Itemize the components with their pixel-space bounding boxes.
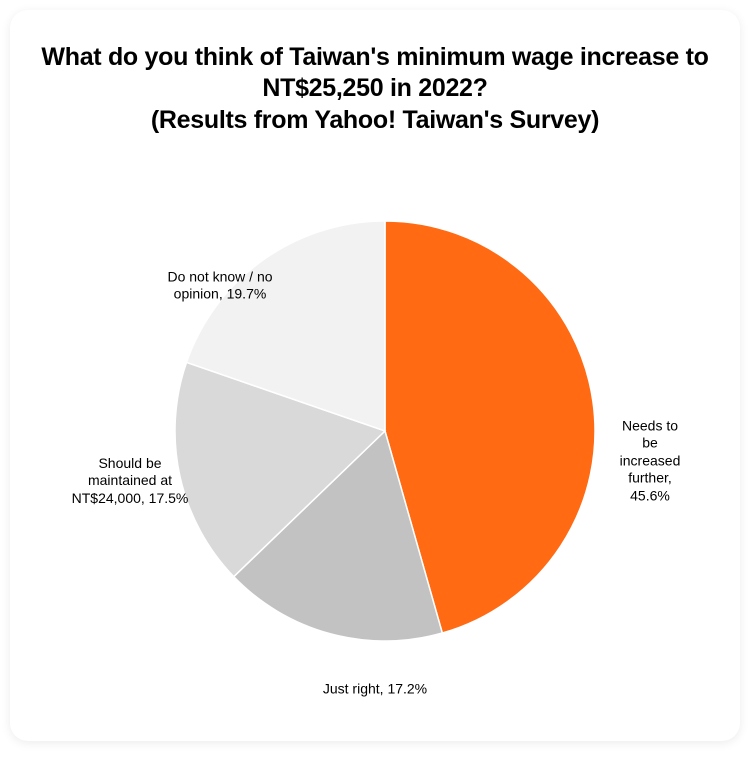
pie-slice-label-3: Do not know / no opinion, 19.7% — [167, 268, 272, 303]
pie-slice-label-0: Needs to be increased further, 45.6% — [620, 417, 681, 505]
chart-title: What do you think of Taiwan's minimum wa… — [40, 42, 710, 136]
pie-slice-label-1: Just right, 17.2% — [323, 680, 427, 698]
chart-card: What do you think of Taiwan's minimum wa… — [10, 10, 740, 741]
pie-slice-label-2: Should be maintained at NT$24,000, 17.5% — [72, 455, 189, 508]
pie-chart: Needs to be increased further, 45.6% Just… — [40, 136, 710, 696]
